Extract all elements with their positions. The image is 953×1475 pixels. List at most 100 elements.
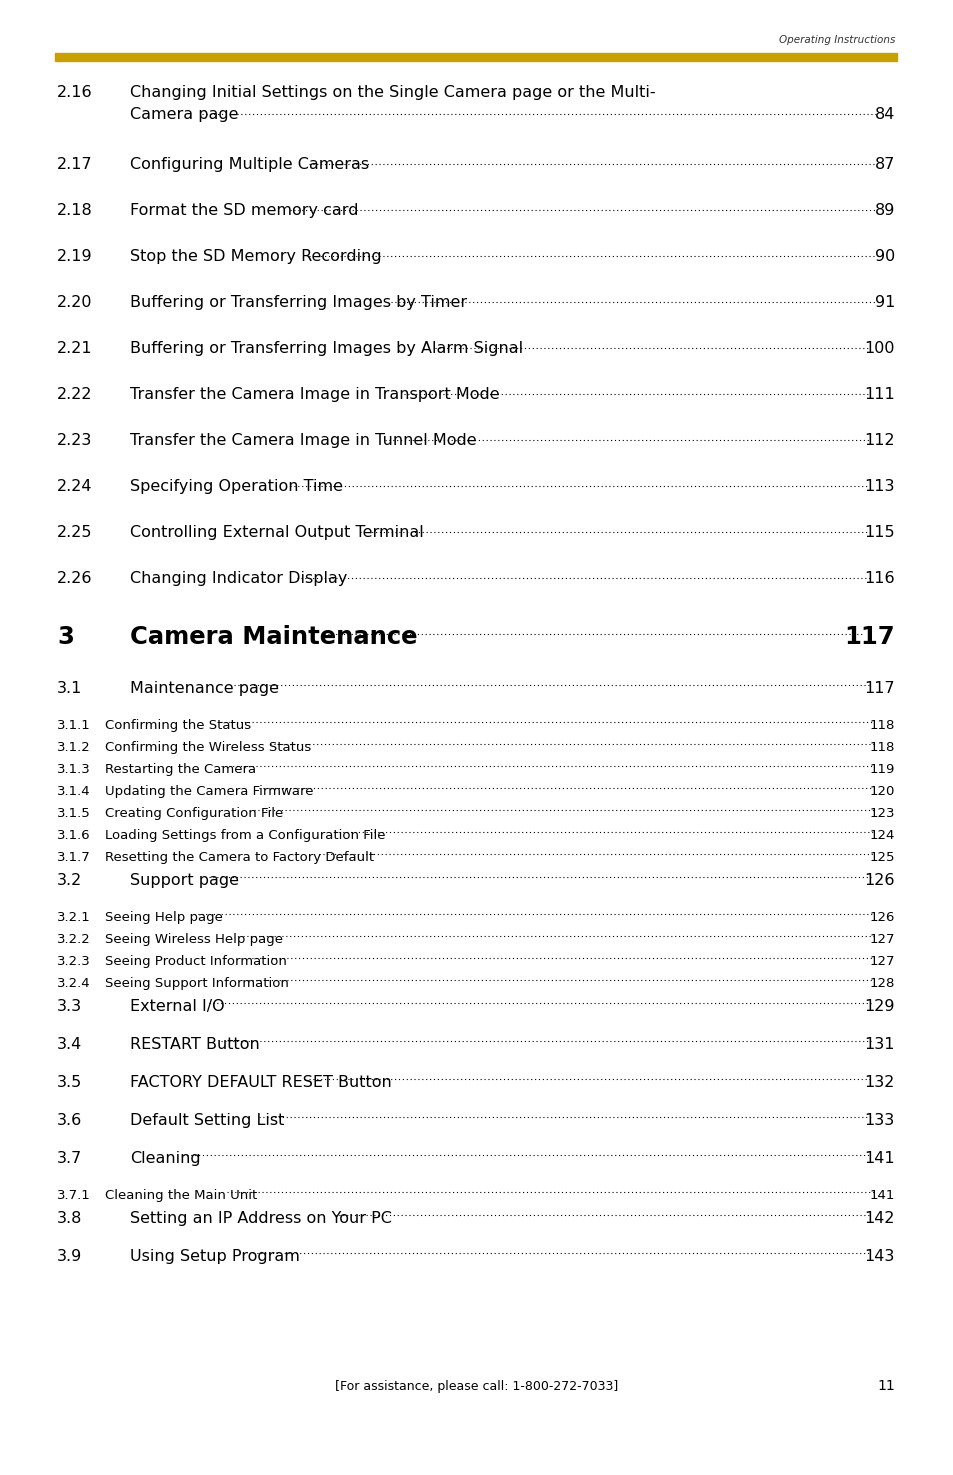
- Text: 2.17: 2.17: [57, 156, 92, 173]
- Text: 3.7.1: 3.7.1: [57, 1189, 91, 1202]
- Text: Operating Instructions: Operating Instructions: [778, 35, 894, 46]
- Text: 131: 131: [863, 1037, 894, 1052]
- Bar: [55, 53, 896, 60]
- Text: 111: 111: [863, 386, 894, 403]
- Text: Support page: Support page: [130, 873, 239, 888]
- Text: 3.2.2: 3.2.2: [57, 934, 91, 945]
- Text: Maintenance page: Maintenance page: [130, 681, 278, 696]
- Text: 116: 116: [863, 571, 894, 586]
- Text: Seeing Support Information: Seeing Support Information: [105, 976, 289, 990]
- Text: 3.7: 3.7: [57, 1150, 82, 1167]
- Text: Seeing Wireless Help page: Seeing Wireless Help page: [105, 934, 283, 945]
- Text: 91: 91: [874, 295, 894, 310]
- Text: 3.1.4: 3.1.4: [57, 785, 91, 798]
- Text: 11: 11: [877, 1379, 894, 1392]
- Text: 3.2.3: 3.2.3: [57, 954, 91, 968]
- Text: 3.2.1: 3.2.1: [57, 912, 91, 923]
- Text: 132: 132: [863, 1075, 894, 1090]
- Text: 3.1.5: 3.1.5: [57, 807, 91, 820]
- Text: 3: 3: [57, 625, 73, 649]
- Text: Stop the SD Memory Recording: Stop the SD Memory Recording: [130, 249, 381, 264]
- Text: Updating the Camera Firmware: Updating the Camera Firmware: [105, 785, 314, 798]
- Text: Changing Initial Settings on the Single Camera page or the Multi-: Changing Initial Settings on the Single …: [130, 86, 655, 100]
- Text: 117: 117: [863, 681, 894, 696]
- Text: 127: 127: [868, 954, 894, 968]
- Text: Controlling External Output Terminal: Controlling External Output Terminal: [130, 525, 423, 540]
- Text: 119: 119: [869, 763, 894, 776]
- Text: 3.1.2: 3.1.2: [57, 740, 91, 754]
- Text: 100: 100: [863, 341, 894, 355]
- Text: 3.2.4: 3.2.4: [57, 976, 91, 990]
- Text: 2.22: 2.22: [57, 386, 92, 403]
- Text: 2.18: 2.18: [57, 204, 92, 218]
- Text: 3.1.3: 3.1.3: [57, 763, 91, 776]
- Text: Buffering or Transferring Images by Alarm Signal: Buffering or Transferring Images by Alar…: [130, 341, 522, 355]
- Text: Camera page: Camera page: [130, 108, 238, 122]
- Text: 3.5: 3.5: [57, 1075, 82, 1090]
- Text: 2.21: 2.21: [57, 341, 92, 355]
- Text: 125: 125: [868, 851, 894, 864]
- Text: 3.3: 3.3: [57, 999, 82, 1013]
- Text: 3.8: 3.8: [57, 1211, 82, 1226]
- Text: 126: 126: [869, 912, 894, 923]
- Text: Format the SD memory card: Format the SD memory card: [130, 204, 358, 218]
- Text: Seeing Help page: Seeing Help page: [105, 912, 223, 923]
- Text: 3.9: 3.9: [57, 1249, 82, 1264]
- Text: 126: 126: [863, 873, 894, 888]
- Text: 141: 141: [869, 1189, 894, 1202]
- Text: Transfer the Camera Image in Transport Mode: Transfer the Camera Image in Transport M…: [130, 386, 499, 403]
- Text: 2.16: 2.16: [57, 86, 92, 100]
- Text: 3.1.6: 3.1.6: [57, 829, 91, 842]
- Text: External I/O: External I/O: [130, 999, 224, 1013]
- Text: 87: 87: [874, 156, 894, 173]
- Text: RESTART Button: RESTART Button: [130, 1037, 259, 1052]
- Text: Cleaning the Main Unit: Cleaning the Main Unit: [105, 1189, 257, 1202]
- Text: 2.19: 2.19: [57, 249, 92, 264]
- Text: 2.26: 2.26: [57, 571, 92, 586]
- Text: 124: 124: [869, 829, 894, 842]
- Text: Cleaning: Cleaning: [130, 1150, 200, 1167]
- Text: 118: 118: [869, 740, 894, 754]
- Text: 3.2: 3.2: [57, 873, 82, 888]
- Text: Transfer the Camera Image in Tunnel Mode: Transfer the Camera Image in Tunnel Mode: [130, 434, 476, 448]
- Text: 89: 89: [874, 204, 894, 218]
- Text: Confirming the Wireless Status: Confirming the Wireless Status: [105, 740, 311, 754]
- Text: Creating Configuration File: Creating Configuration File: [105, 807, 283, 820]
- Text: [For assistance, please call: 1-800-272-7033]: [For assistance, please call: 1-800-272-…: [335, 1381, 618, 1392]
- Text: 120: 120: [869, 785, 894, 798]
- Text: 3.1.7: 3.1.7: [57, 851, 91, 864]
- Text: 84: 84: [874, 108, 894, 122]
- Text: 129: 129: [863, 999, 894, 1013]
- Text: FACTORY DEFAULT RESET Button: FACTORY DEFAULT RESET Button: [130, 1075, 392, 1090]
- Text: Camera Maintenance: Camera Maintenance: [130, 625, 417, 649]
- Text: Specifying Operation Time: Specifying Operation Time: [130, 479, 343, 494]
- Text: 117: 117: [843, 625, 894, 649]
- Text: Using Setup Program: Using Setup Program: [130, 1249, 299, 1264]
- Text: 2.25: 2.25: [57, 525, 92, 540]
- Text: 118: 118: [869, 718, 894, 732]
- Text: 3.1: 3.1: [57, 681, 82, 696]
- Text: 113: 113: [863, 479, 894, 494]
- Text: 142: 142: [863, 1211, 894, 1226]
- Text: 2.24: 2.24: [57, 479, 92, 494]
- Text: Restarting the Camera: Restarting the Camera: [105, 763, 255, 776]
- Text: 2.20: 2.20: [57, 295, 92, 310]
- Text: 133: 133: [863, 1114, 894, 1128]
- Text: 90: 90: [874, 249, 894, 264]
- Text: Configuring Multiple Cameras: Configuring Multiple Cameras: [130, 156, 369, 173]
- Text: 112: 112: [863, 434, 894, 448]
- Text: Loading Settings from a Configuration File: Loading Settings from a Configuration Fi…: [105, 829, 385, 842]
- Text: 2.23: 2.23: [57, 434, 92, 448]
- Text: 3.6: 3.6: [57, 1114, 82, 1128]
- Text: 115: 115: [863, 525, 894, 540]
- Text: Default Setting List: Default Setting List: [130, 1114, 284, 1128]
- Text: Seeing Product Information: Seeing Product Information: [105, 954, 287, 968]
- Text: 127: 127: [868, 934, 894, 945]
- Text: 3.4: 3.4: [57, 1037, 82, 1052]
- Text: 141: 141: [863, 1150, 894, 1167]
- Text: Setting an IP Address on Your PC: Setting an IP Address on Your PC: [130, 1211, 392, 1226]
- Text: 143: 143: [863, 1249, 894, 1264]
- Text: Resetting the Camera to Factory Default: Resetting the Camera to Factory Default: [105, 851, 374, 864]
- Text: Confirming the Status: Confirming the Status: [105, 718, 251, 732]
- Text: 123: 123: [868, 807, 894, 820]
